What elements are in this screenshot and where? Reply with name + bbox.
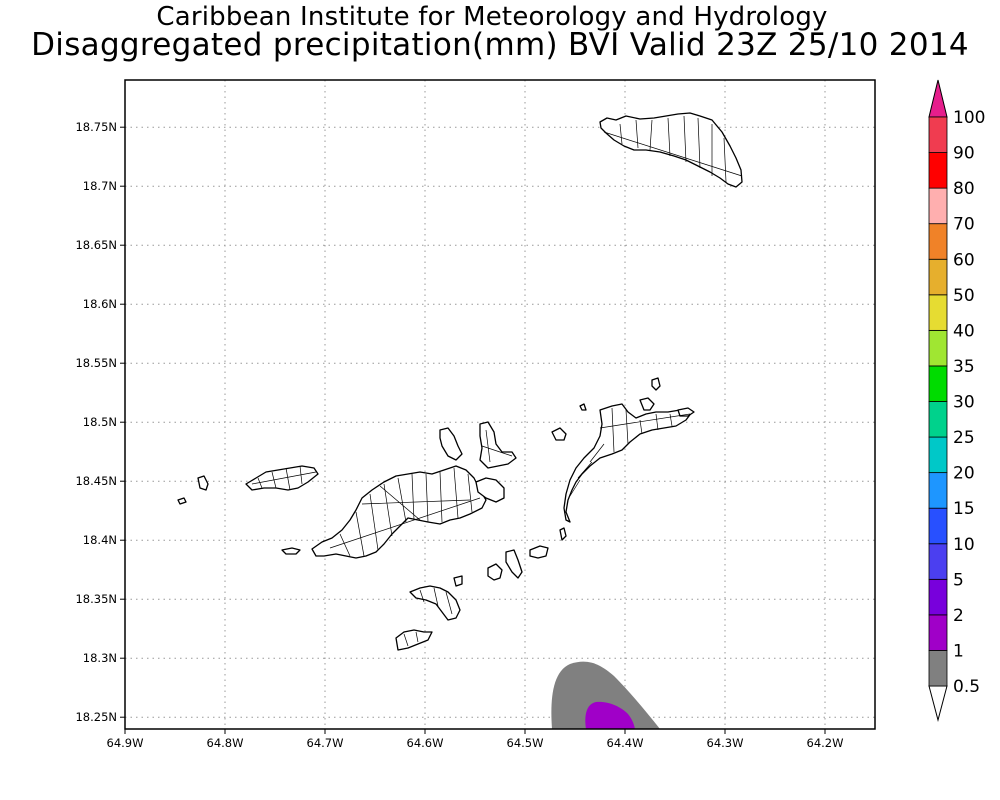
colorbar-swatch (928, 578, 948, 616)
colorbar-label: 40 (953, 321, 975, 341)
island-tortola (311, 465, 487, 559)
colorbar-swatch (928, 258, 948, 296)
y-tick-label: 18.75N (75, 120, 117, 134)
island-ginger (505, 549, 523, 579)
colorbar-label: 20 (953, 464, 975, 484)
colorbar-swatch (928, 365, 948, 402)
y-tick-label: 18.65N (75, 238, 117, 252)
x-tick-label: 64.9W (107, 736, 144, 750)
plot-background (125, 80, 875, 729)
island-norman (409, 585, 461, 621)
island-subdivisions (251, 115, 743, 647)
colorbar-label: 70 (953, 215, 975, 235)
y-tick-label: 18.5N (83, 415, 117, 429)
x-tick-label: 64.5W (507, 736, 544, 750)
colorbar-label: 15 (953, 499, 975, 519)
colorbar-label: 1 (953, 641, 964, 661)
colorbar-label: 5 (953, 570, 964, 590)
colorbar-swatch (928, 614, 948, 651)
colorbar-label: 2 (953, 606, 964, 626)
colorbar-swatch (928, 187, 948, 225)
plot-frame (124, 79, 876, 730)
island-outlines (177, 112, 743, 651)
map-title: Disaggregated precipitation(mm) BVI Vali… (31, 27, 969, 63)
colorbar-swatch (928, 543, 948, 580)
island-scrub (559, 527, 567, 541)
island-dog (551, 427, 567, 441)
institute-title: Caribbean Institute for Meteorology and … (156, 2, 828, 32)
y-tick-label: 18.3N (83, 651, 117, 665)
y-tick-label: 18.35N (75, 592, 117, 606)
colorbar-swatch (928, 116, 948, 153)
colorbar-swatch (928, 472, 948, 509)
colorbar-label: 90 (953, 144, 975, 164)
island-west-cay (177, 497, 187, 505)
colorbar-label: 50 (953, 286, 975, 306)
colorbar-label: 60 (953, 250, 975, 270)
island-jost-van-dyke (245, 465, 319, 491)
colorbar-swatch (928, 650, 948, 687)
colorbar-swatch (928, 152, 948, 189)
island-guana (439, 427, 463, 461)
island-salt (453, 575, 463, 587)
colorbar-label: 0.5 (953, 677, 980, 697)
island-anegada (599, 112, 743, 188)
y-tick-label: 18.6N (83, 297, 117, 311)
y-tick-label: 18.4N (83, 533, 117, 547)
colorbar-label: 25 (953, 428, 975, 448)
island-eustatia (651, 377, 661, 391)
island-small-cay (579, 403, 587, 411)
x-tick-label: 64.7W (307, 736, 344, 750)
colorbar-swatch (928, 329, 948, 367)
island-little-thatch (281, 547, 301, 555)
colorbar-swatch (928, 436, 948, 474)
colorbar-swatch (928, 294, 948, 331)
grid-lines: 64.9W 64.8W 64.7W 64.6W 64.5W 64.4W 64.3W 64.2W… (75, 80, 875, 750)
colorbar-swatch (928, 223, 948, 260)
island-beef-island (475, 477, 505, 503)
colorbar-label: 30 (953, 393, 975, 413)
x-tick-label: 64.4W (607, 736, 644, 750)
island-fallen-jerusalem (529, 545, 549, 559)
colorbar-top-arrow (928, 79, 948, 118)
island-mosquito (639, 397, 655, 411)
colorbar-bottom-arrow (928, 685, 948, 722)
precip-area-1mm (551, 661, 660, 729)
colorbar-label: 100 (953, 108, 985, 128)
island-sandy-cay (197, 475, 209, 491)
colorbar-label: 80 (953, 179, 975, 199)
y-tick-label: 18.45N (75, 474, 117, 488)
island-cooper (487, 563, 503, 581)
y-tick-label: 18.7N (83, 179, 117, 193)
x-tick-label: 64.8W (207, 736, 244, 750)
colorbar-label: 10 (953, 535, 975, 555)
island-peter (395, 629, 433, 651)
colorbar-label: 35 (953, 357, 975, 377)
precip-layer (551, 661, 660, 729)
x-tick-label: 64.6W (407, 736, 444, 750)
colorbar-swatch (928, 507, 948, 545)
x-tick-label: 64.2W (807, 736, 844, 750)
y-tick-label: 18.55N (75, 356, 117, 370)
precip-area-2mm (585, 701, 635, 729)
y-tick-label: 18.25N (75, 710, 117, 724)
x-tick-label: 64.3W (707, 736, 744, 750)
colorbar-swatch (928, 401, 948, 438)
